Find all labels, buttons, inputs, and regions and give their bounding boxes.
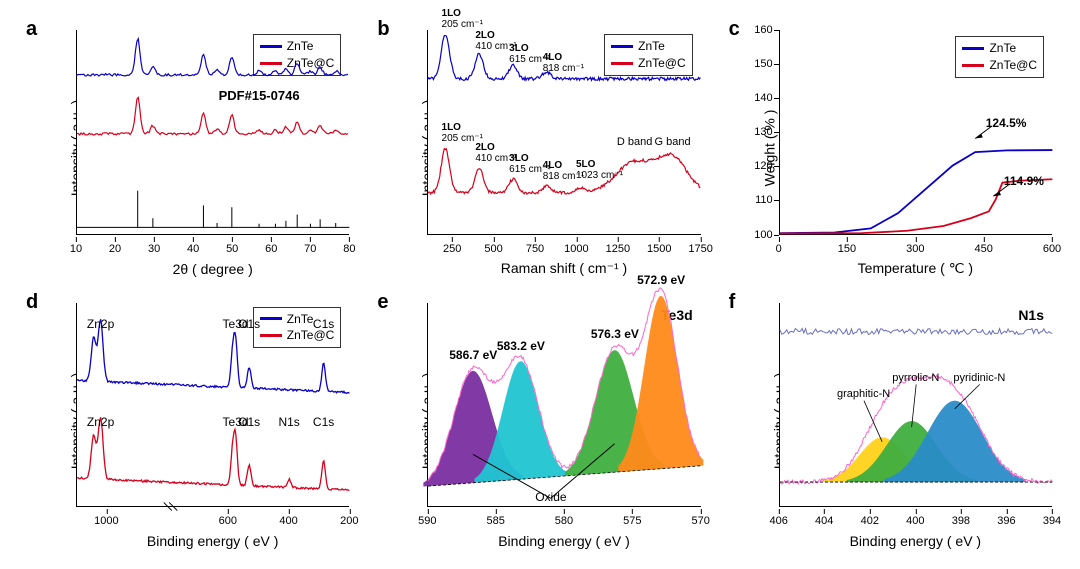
xlabel-d: Binding energy ( eV ) [76,533,349,549]
ytick: 160 [754,24,772,36]
xtick: 396 [997,515,1015,527]
xtick: 570 [691,515,709,527]
panel-a: a Intensity ( a.u. ) ZnTeZnTe@CPDF#15-07… [22,18,355,279]
xlabel-f: Binding energy ( eV ) [779,533,1052,549]
xtick: 500 [484,243,502,255]
xtick: 402 [861,515,879,527]
panel-c: c Weight ( % ) 100110120130140150160 ZnT… [725,18,1058,279]
plot-b: ZnTeZnTe@C1LO205 cm⁻¹1LO205 cm⁻¹2LO410 c… [427,30,700,235]
xtick: 585 [486,515,504,527]
xticks-c: 0150300450600 [779,239,1052,255]
xtick: 40 [187,243,199,255]
xtick: 0 [776,243,782,255]
xtick: 575 [623,515,641,527]
ytick: 130 [754,126,772,138]
xtick: 1750 [688,243,712,255]
xtick: 404 [815,515,833,527]
xtick: 70 [304,243,316,255]
yticks-c: 100110120130140150160 [747,30,777,235]
xticks-b: 2505007501000125015001750 [427,239,700,255]
xticks-e: 590585580575570 [427,511,700,527]
xtick: 200 [340,515,358,527]
panel-label-f: f [729,291,736,314]
ytick: 120 [754,160,772,172]
xtick: 80 [343,243,355,255]
panel-f: f Intensity ( a.u. ) N1sgraphitic-Npyrro… [725,291,1058,552]
panel-label-a: a [26,18,37,41]
xlabel-b: Raman shift ( cm⁻¹ ) [427,260,700,277]
xtick: 1000 [94,515,118,527]
xtick: 250 [443,243,461,255]
xtick: 600 [1043,243,1061,255]
panel-label-b: b [377,18,389,41]
xtick: 20 [109,243,121,255]
plot-d: ZnTeZnTe@CZn2pTe3dO1sC1sZn2pTe3dO1sN1sC1… [76,303,349,508]
xlabel-a: 2θ ( degree ) [76,261,349,277]
raman-peak-label: 1LO205 cm⁻¹ [442,8,483,30]
panel-e: e Intensity ( a.u. ) Te3d586.7 eV583.2 e… [373,291,706,552]
ytick: 100 [754,229,772,241]
xtick: 1250 [606,243,630,255]
xtick: 600 [219,515,237,527]
xlabel-c: Temperature ( ℃ ) [779,260,1052,277]
xtick: 400 [279,515,297,527]
figure-grid: a Intensity ( a.u. ) ZnTeZnTe@CPDF#15-07… [22,18,1058,551]
ytick: 140 [754,92,772,104]
plot-c: ZnTeZnTe@C124.5%114.9% [779,30,1052,235]
xticks-f: 406404402400398396394 [779,511,1052,527]
panel-d: d Intensity ( a.u. ) ZnTeZnTe@CZn2pTe3dO… [22,291,355,552]
plot-a: ZnTeZnTe@CPDF#15-0746 [76,30,349,235]
xticks-a: 1020304050607080 [76,239,349,255]
panel-label-e: e [377,291,388,314]
xtick: 150 [838,243,856,255]
xtick: 590 [418,515,436,527]
xtick: 450 [974,243,992,255]
xtick: 400 [906,515,924,527]
xtick: 10 [70,243,82,255]
xtick: 394 [1043,515,1061,527]
xtick: 398 [952,515,970,527]
xtick: 60 [265,243,277,255]
xtick: 1500 [647,243,671,255]
xtick: 30 [148,243,160,255]
ytick: 150 [754,58,772,70]
xtick: 1000 [564,243,588,255]
xtick: 580 [555,515,573,527]
panel-label-c: c [729,18,740,41]
xlabel-e: Binding energy ( eV ) [427,533,700,549]
plot-e: Te3d586.7 eV583.2 eV576.3 eV572.9 eVOxid… [427,303,700,508]
xtick: 750 [526,243,544,255]
panel-label-d: d [26,291,38,314]
panel-b: b Intensity ( a.u. ) ZnTeZnTe@C1LO205 cm… [373,18,706,279]
xtick: 406 [769,515,787,527]
xtick: 300 [906,243,924,255]
xticks-d: 1000600400200 [76,511,349,527]
xtick: 50 [226,243,238,255]
plot-f: N1sgraphitic-Npyrrolic-Npyridinic-N [779,303,1052,508]
ytick: 110 [755,194,773,206]
